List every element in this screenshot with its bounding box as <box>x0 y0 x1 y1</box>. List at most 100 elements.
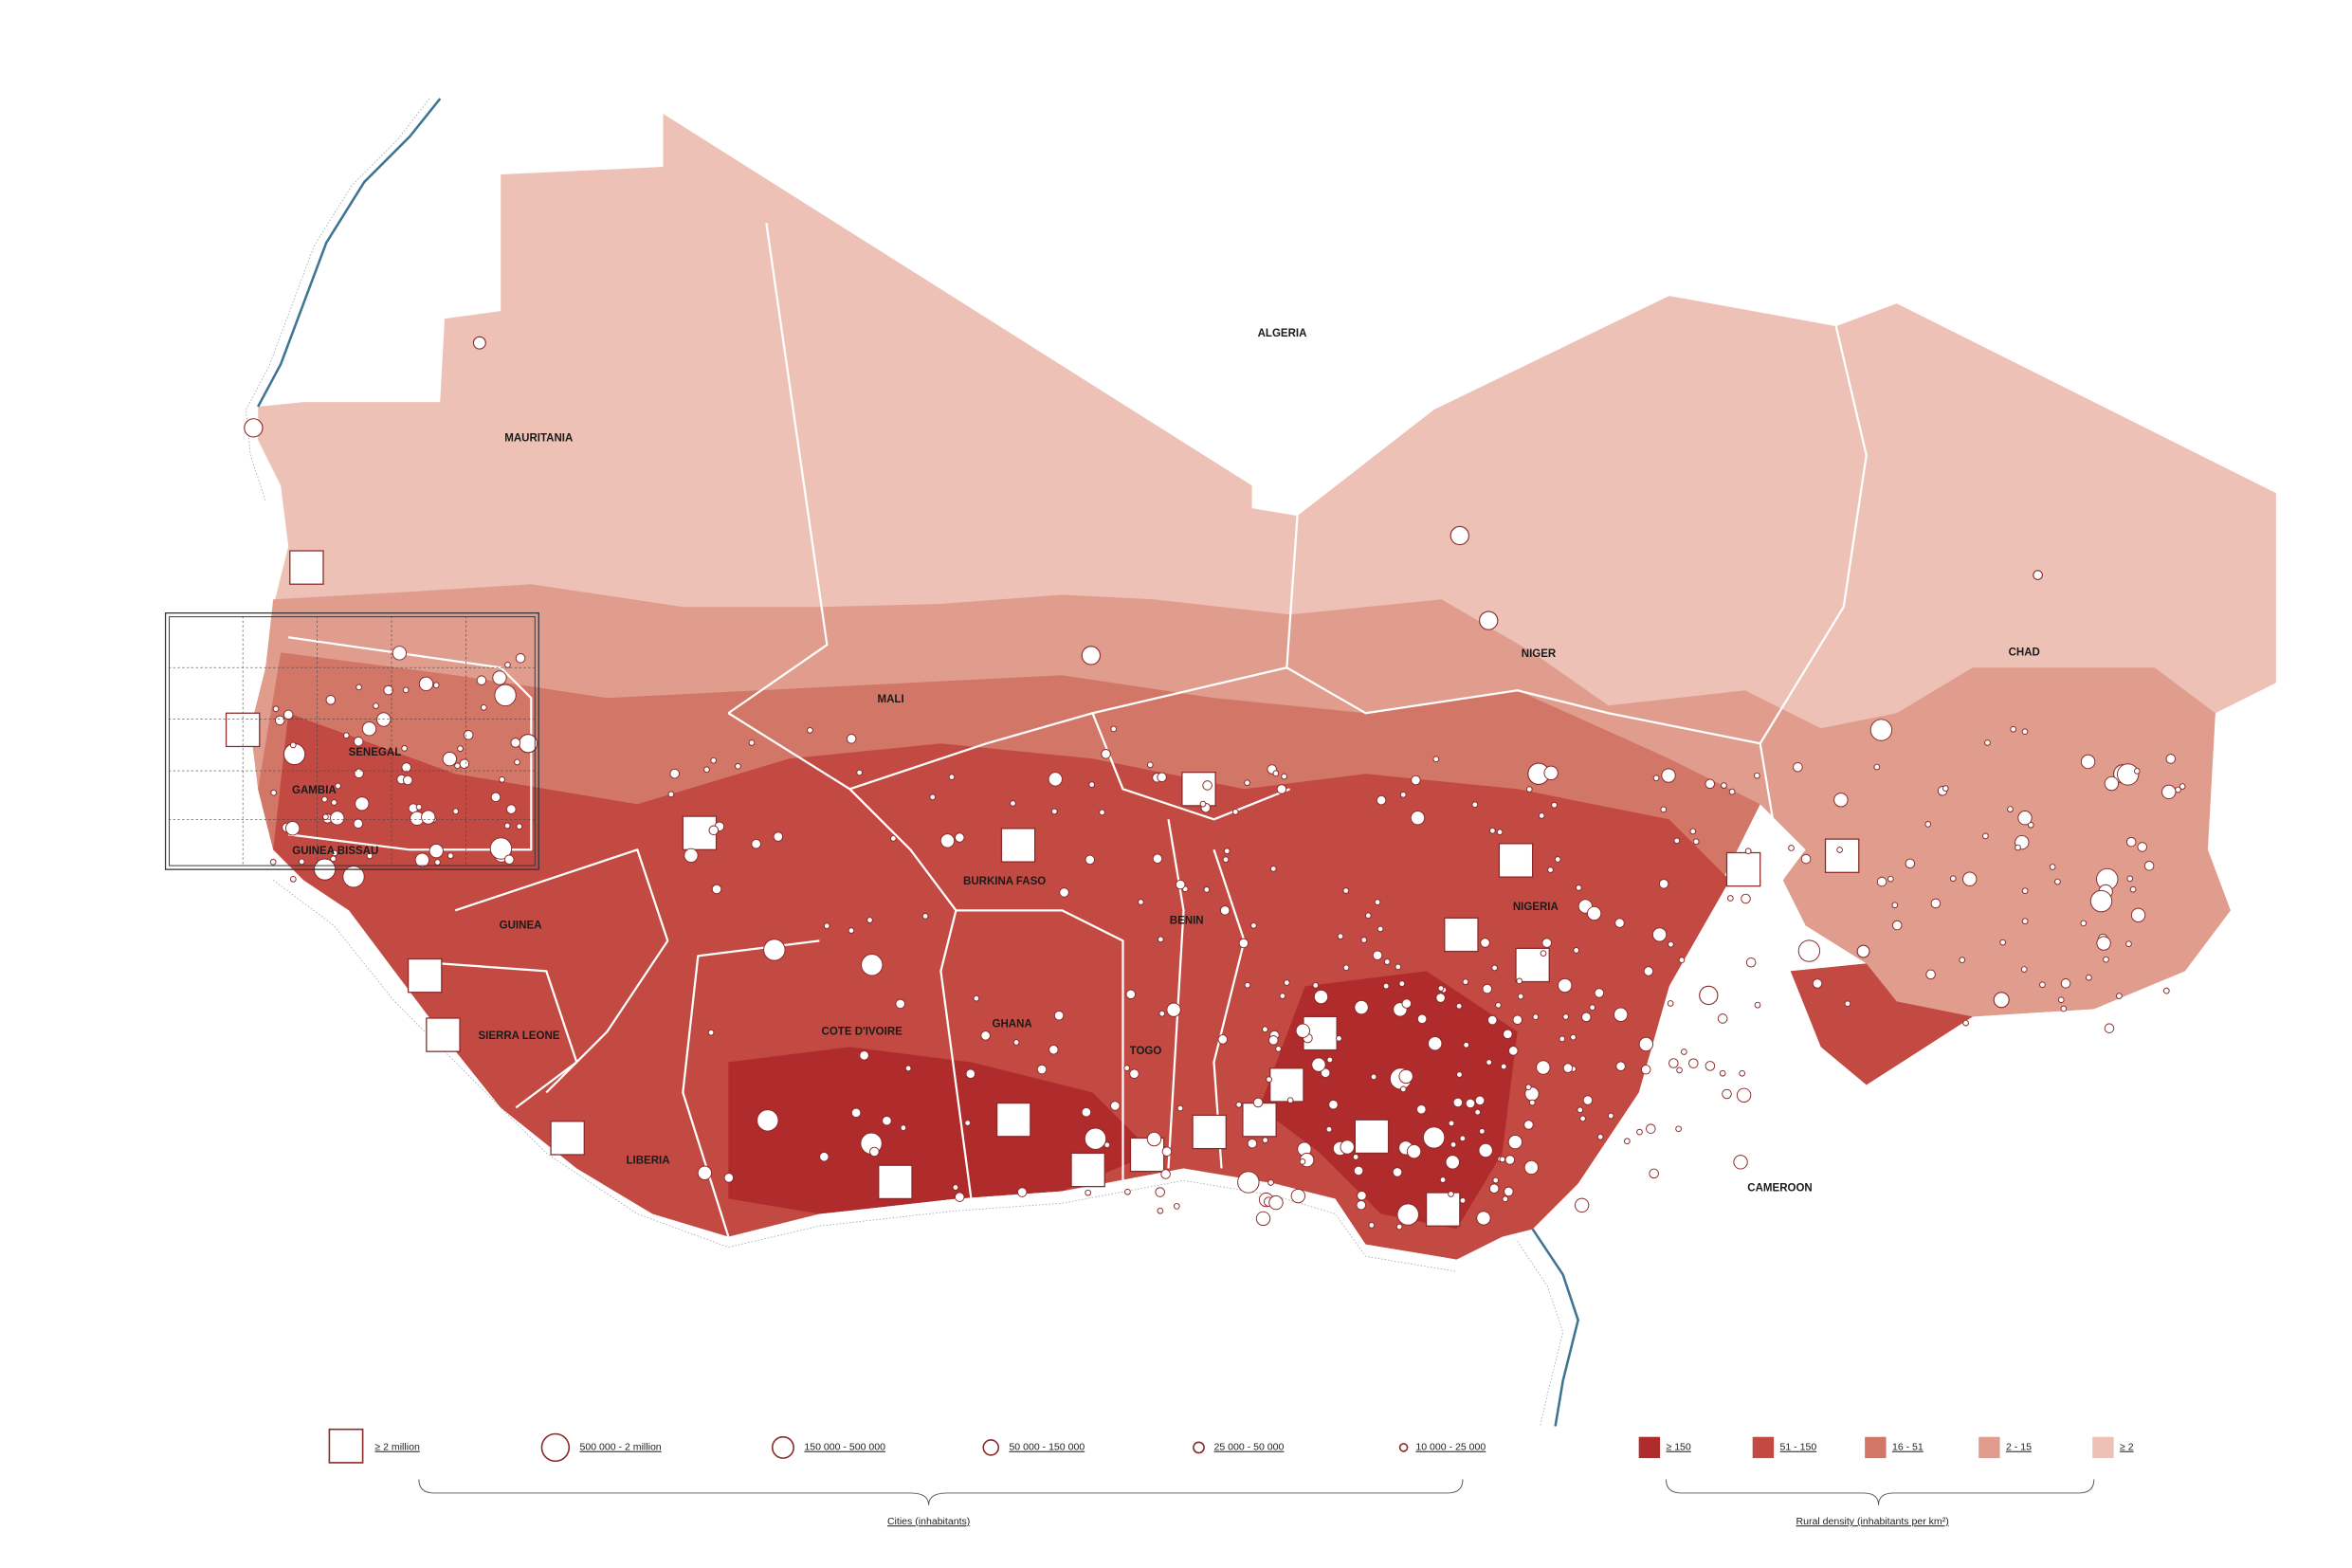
city-circle <box>1873 763 1881 771</box>
country-label: SIERRA LEONE <box>478 1030 559 1042</box>
city-circle <box>442 751 458 767</box>
city-circle <box>1500 1063 1507 1070</box>
city-circle <box>434 859 441 866</box>
city-circle <box>272 705 280 713</box>
city-circle <box>289 875 297 883</box>
city-circle <box>1744 848 1752 855</box>
city-circle <box>1891 902 1899 909</box>
country-label: BURKINA FASO <box>963 876 1046 887</box>
legend-swatch <box>1865 1436 1887 1459</box>
border <box>454 848 669 1094</box>
city-circle <box>1528 1099 1536 1106</box>
legend-label: 10 000 - 25 000 <box>1415 1442 1486 1453</box>
city-circle <box>2089 889 2113 913</box>
city-circle <box>1570 1033 1577 1041</box>
city-circle <box>1342 964 1350 972</box>
city-circle <box>1836 847 1843 853</box>
city-circle <box>2162 987 2170 994</box>
city-circle <box>463 730 474 740</box>
city-circle <box>1462 978 1469 986</box>
city-circle <box>1336 1035 1342 1042</box>
city-circle <box>1489 827 1496 834</box>
city-circle <box>1788 845 1795 851</box>
city-circle <box>1474 1108 1482 1116</box>
country-label: GHANA <box>993 1018 1033 1030</box>
city-circle <box>1924 821 1932 828</box>
city-circle <box>965 1068 976 1079</box>
city-circle <box>1508 1046 1519 1056</box>
legend-swatch <box>1978 1436 2000 1459</box>
city-circle <box>710 757 718 764</box>
city-circle <box>1342 887 1350 894</box>
city-circle <box>1586 905 1602 921</box>
city-circle <box>904 1065 912 1072</box>
city-circle <box>298 858 305 866</box>
legend-circle <box>982 1439 1000 1456</box>
city-square <box>289 550 324 585</box>
coast <box>1531 1228 1579 1427</box>
city-circle <box>418 676 434 692</box>
city-circle <box>1279 993 1286 999</box>
city-circle <box>1244 981 1251 989</box>
city-circle <box>366 852 374 860</box>
city-circle <box>354 768 364 779</box>
city-circle <box>421 810 436 825</box>
city-circle <box>819 1151 830 1162</box>
city-circle <box>331 849 338 857</box>
city-circle <box>973 994 980 1002</box>
city-circle <box>2021 728 2029 736</box>
city-circle <box>773 831 784 842</box>
city-circle <box>1448 1120 1455 1127</box>
city-circle <box>1844 1000 1851 1008</box>
city-circle <box>518 734 538 754</box>
city-circle <box>1416 1013 1428 1025</box>
city-circle <box>1395 963 1402 971</box>
city-circle <box>1416 1103 1427 1115</box>
city-circle <box>2080 754 2096 770</box>
city-circle <box>2126 875 2134 883</box>
city-circle <box>2007 806 2014 812</box>
city-circle <box>1223 848 1231 855</box>
city-circle <box>2080 920 2088 927</box>
city-circle <box>1312 982 1320 989</box>
city-circle <box>1536 1060 1551 1075</box>
legend-label: 150 000 - 500 000 <box>804 1442 885 1453</box>
city-circle <box>1252 1097 1264 1108</box>
city-circle <box>510 738 521 748</box>
city-circle <box>1705 1061 1716 1071</box>
city-circle <box>1516 977 1523 985</box>
country-label: COTE D'IVOIRE <box>822 1026 903 1037</box>
city-circle <box>330 855 337 863</box>
city-circle <box>1726 895 1734 902</box>
coast-shade <box>272 879 1457 1272</box>
city-circle <box>1313 989 1329 1005</box>
country-label: SENEGAL <box>349 747 402 758</box>
city-circle <box>289 741 297 749</box>
city-circle <box>2049 864 2056 870</box>
city-circle <box>1474 1095 1486 1106</box>
city-circle <box>1833 793 1849 808</box>
legend-label: 500 000 - 2 million <box>579 1442 661 1453</box>
city-circle <box>1594 988 1605 998</box>
city-circle <box>428 843 444 859</box>
city-circle <box>1643 966 1654 976</box>
city-circle <box>1175 879 1186 890</box>
city-circle <box>321 795 328 803</box>
city-circle <box>751 838 761 849</box>
border <box>727 516 1299 791</box>
city-circle <box>1101 749 1111 759</box>
city-circle <box>2054 878 2061 885</box>
city-circle <box>1445 1155 1460 1170</box>
city-circle <box>1577 1106 1584 1114</box>
city-circle <box>1255 1211 1271 1227</box>
city-circle <box>1478 1128 1486 1135</box>
city-circle <box>476 675 487 685</box>
legend-label: ≥ 150 <box>1666 1442 1690 1453</box>
city-circle <box>1231 809 1239 815</box>
city-circle <box>1499 1156 1506 1163</box>
city-circle <box>1573 947 1580 954</box>
city-circle <box>1668 1058 1679 1068</box>
city-circle <box>373 702 379 709</box>
city-circle <box>1237 1171 1260 1194</box>
